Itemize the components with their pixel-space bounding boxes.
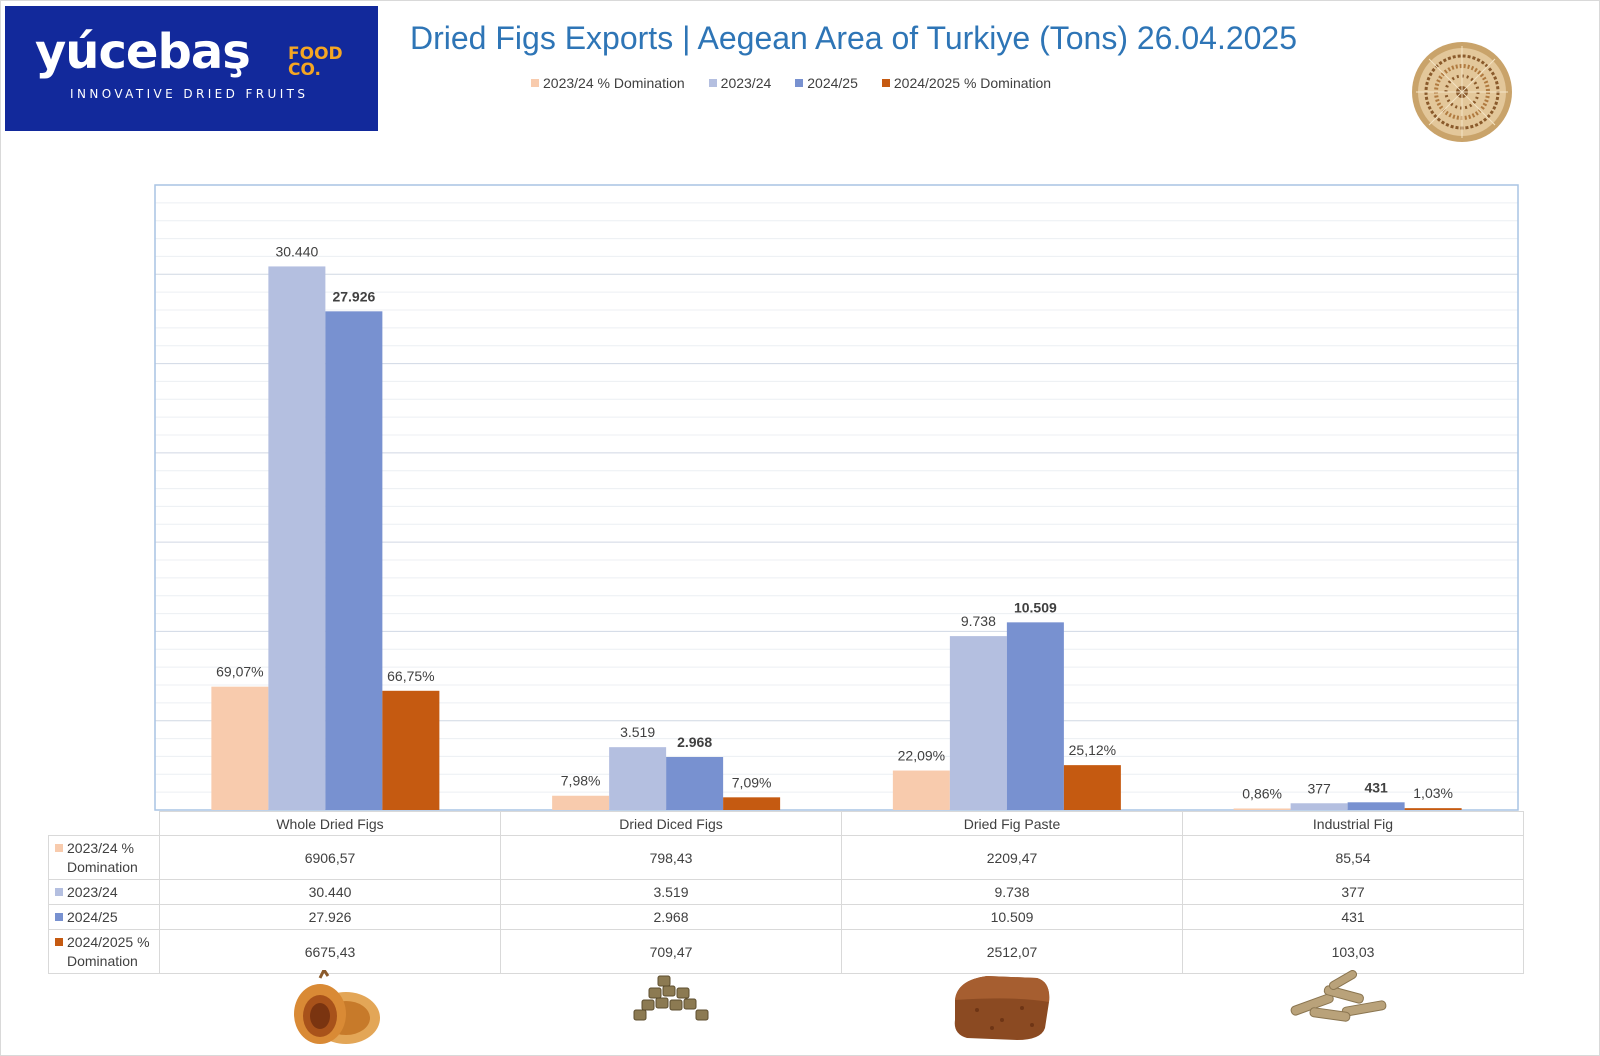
row-swatch [55, 887, 63, 896]
brand-tagline: INNOVATIVE DRIED FRUITS [70, 87, 309, 101]
table-cell: 2209,47 [841, 835, 1183, 880]
brand-sub: FOOD CO. [288, 44, 343, 80]
bar [268, 266, 326, 810]
bar [325, 311, 383, 810]
legend-item: 2024/2025 % Domination [881, 74, 1052, 92]
table-cell: 9.738 [841, 879, 1183, 905]
bar [1006, 622, 1064, 810]
chart-bars [211, 266, 1462, 810]
legend-swatch [531, 79, 539, 87]
table-category: Industrial Fig [1182, 811, 1524, 836]
table-cell: 6906,57 [159, 835, 501, 880]
chart-title: Dried Figs Exports | Aegean Area of Turk… [410, 20, 1298, 56]
table-row-header: 2024/25 [48, 904, 160, 930]
legend-swatch [708, 79, 717, 87]
table-cell: 377 [1182, 879, 1524, 905]
table-cell: 798,43 [500, 835, 842, 880]
row-label: 2023/24 [67, 883, 118, 900]
bar [609, 747, 667, 810]
table-cell: 3.519 [500, 879, 842, 905]
bar [552, 795, 610, 810]
legend-item: 2023/24 % Domination [531, 74, 685, 92]
chart-legend: 2023/24 % Domination 2023/24 2024/25 202… [531, 74, 1051, 92]
table-row: 2023/24 30.440 3.519 9.738 377 [48, 879, 1524, 905]
table-cell: 2.968 [500, 904, 842, 930]
bar [382, 690, 440, 810]
table-cell: 30.440 [159, 879, 501, 905]
table-category: Whole Dried Figs [159, 811, 501, 836]
bar [666, 757, 724, 810]
legend-item: 2024/25 [795, 74, 858, 92]
bar-data-label: 7,09% [732, 774, 772, 790]
table-row-header: 2023/24 % Domination [48, 835, 160, 880]
bar-data-label: 22,09% [898, 748, 945, 764]
table-header-row: Whole Dried Figs Dried Diced Figs Dried … [48, 811, 1524, 836]
industrial-fig-pieces-image [1290, 970, 1387, 1022]
table-corner [48, 811, 160, 836]
bar-data-label: 69,07% [216, 664, 263, 680]
table-cell: 709,47 [500, 929, 842, 974]
legend-swatch [795, 79, 804, 87]
table-cell: 10.509 [841, 904, 1183, 930]
legend-label: 2024/25 [807, 75, 858, 91]
table-row: 2023/24 % Domination 6906,57 798,43 2209… [48, 835, 1524, 880]
row-swatch [55, 843, 63, 852]
plot-area [154, 184, 1519, 811]
row-label: 2024/2025 % Domination [67, 933, 150, 969]
row-swatch [55, 937, 63, 946]
bar [1347, 802, 1405, 810]
bar-data-label: 431 [1364, 779, 1388, 795]
bar-chart: 69,07% 30.440 27.926 66,75% 7,98% 3.519 2.968 7… [154, 184, 1519, 811]
table-cell: 2512,07 [841, 929, 1183, 974]
whole-dried-fig-image [294, 970, 380, 1044]
legend-label: 2024/2025 % Domination [893, 75, 1052, 91]
table-cell: 27.926 [159, 904, 501, 930]
fig-paste-block-image [954, 976, 1050, 1040]
bar-data-label: 10.509 [1014, 599, 1057, 615]
table-row-header: 2024/2025 % Domination [48, 929, 160, 974]
bar-data-label: 30.440 [275, 243, 318, 259]
chart-data-labels: 69,07% 30.440 27.926 66,75% 7,98% 3.519 2.968 7… [216, 243, 1453, 801]
table-cell: 431 [1182, 904, 1524, 930]
bar [949, 636, 1007, 810]
bar-data-label: 0,86% [1242, 785, 1282, 801]
row-label: 2023/24 % Domination [67, 839, 138, 875]
bar-data-label: 2.968 [677, 734, 712, 750]
bar-data-label: 27.926 [332, 288, 375, 304]
bar-data-label: 25,12% [1069, 742, 1116, 758]
table-category: Dried Fig Paste [841, 811, 1183, 836]
bar [1290, 803, 1348, 810]
row-label: 2024/25 [67, 908, 118, 925]
bar-data-label: 3.519 [620, 724, 655, 740]
bar-data-label: 1,03% [1413, 785, 1453, 801]
table-category: Dried Diced Figs [500, 811, 842, 836]
bar [892, 770, 950, 810]
brand-wordmark: yúcebaş [35, 24, 251, 80]
table-row: 2024/2025 % Domination 6675,43 709,47 25… [48, 929, 1524, 974]
legend-label: 2023/24 % Domination [543, 75, 685, 91]
brand-logo: yúcebaş FOOD CO. INNOVATIVE DRIED FRUITS [5, 6, 378, 131]
data-table: Whole Dried Figs Dried Diced Figs Dried … [48, 811, 1524, 974]
table-cell: 103,03 [1182, 929, 1524, 974]
bar [1233, 808, 1291, 810]
bar-data-label: 377 [1307, 780, 1331, 796]
bar [211, 686, 269, 810]
bar-data-label: 9.738 [961, 613, 996, 629]
row-swatch [55, 912, 63, 921]
diced-figs-image [633, 975, 709, 1021]
bar-data-label: 7,98% [561, 773, 601, 789]
table-row: 2024/25 27.926 2.968 10.509 431 [48, 904, 1524, 930]
table-cell: 85,54 [1182, 835, 1524, 880]
legend-item: 2023/24 [708, 74, 772, 92]
fig-seal-icon [1412, 42, 1512, 142]
legend-swatch [881, 79, 890, 87]
table-row-header: 2023/24 [48, 879, 160, 905]
bar [1404, 808, 1462, 810]
bar-data-label: 66,75% [387, 668, 434, 684]
bar [1063, 765, 1121, 810]
table-cell: 6675,43 [159, 929, 501, 974]
legend-label: 2023/24 [720, 75, 772, 91]
bar [723, 797, 781, 810]
